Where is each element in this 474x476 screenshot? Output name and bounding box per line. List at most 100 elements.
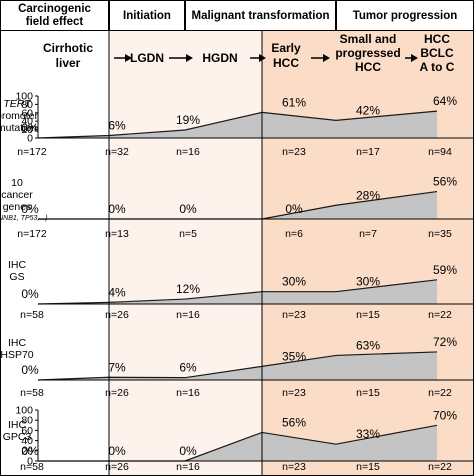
y-tick-label: 60	[21, 107, 33, 119]
y-tick-label: 80	[21, 415, 33, 427]
sample-size-label: n=58	[20, 309, 44, 321]
value-label: 12%	[176, 282, 200, 296]
sample-size-label: n=94	[428, 146, 452, 158]
y-tick-label: 0	[27, 133, 33, 145]
value-label: 59%	[433, 263, 457, 277]
y-tick-label: 20	[21, 445, 33, 457]
value-label: 70%	[433, 408, 457, 422]
sample-size-label: n=17	[356, 146, 380, 158]
value-label: 56%	[433, 175, 457, 189]
area-line	[37, 279, 438, 305]
y-tick-label: 100	[15, 405, 33, 417]
progression-background	[262, 0, 474, 476]
stage-box	[109, 0, 185, 31]
stage-label: Carcinogenic	[18, 3, 91, 15]
row-label: GPC3	[3, 431, 32, 443]
value-label: 0%	[21, 202, 39, 216]
sample-size-label: n=15	[356, 461, 380, 473]
step-arrow-head	[259, 54, 266, 62]
step-label: Early	[271, 41, 301, 55]
sample-size-label: n=35	[428, 228, 452, 240]
step-label: BCLC	[420, 46, 454, 60]
step-arrow-head	[411, 54, 418, 62]
value-label: 0%	[179, 444, 197, 458]
value-label: 0%	[285, 202, 303, 216]
row-sublabel: (CTNNB1, TP53,...)	[0, 215, 48, 222]
value-label: 0%	[108, 202, 126, 216]
stage-box	[0, 0, 109, 31]
row-label: GS	[9, 271, 24, 283]
value-label: 28%	[356, 188, 380, 202]
sample-size-label: n=23	[282, 309, 306, 321]
row-label: HSP70	[0, 349, 33, 361]
stage-label: Initiation	[123, 10, 171, 22]
value-label: 0%	[21, 287, 39, 301]
value-label: 30%	[356, 275, 380, 289]
row-label: IHC	[8, 337, 27, 349]
sample-size-label: n=15	[356, 387, 380, 399]
area-line	[37, 110, 438, 139]
sample-size-label: n=22	[428, 309, 452, 321]
value-label: 61%	[282, 95, 306, 109]
y-tick-label: 20	[21, 124, 33, 136]
step-label: HCC	[424, 32, 450, 46]
stage-box	[336, 0, 474, 31]
initiation-background	[109, 0, 262, 476]
row-label: 10	[11, 177, 23, 189]
stage-label: Malignant transformation	[191, 10, 329, 22]
step-label: HCC	[355, 60, 381, 74]
background-layer	[109, 0, 474, 476]
value-label: 33%	[356, 427, 380, 441]
value-label: 6%	[179, 361, 197, 375]
row-label: cancer	[1, 189, 33, 201]
stage-label: field effect	[26, 16, 84, 28]
y-tick-label: 40	[21, 116, 33, 128]
sample-size-label: n=32	[105, 146, 129, 158]
stage-label: Tumor progression	[353, 10, 458, 22]
sample-size-label: n=15	[356, 309, 380, 321]
value-label: 6%	[108, 118, 126, 132]
sample-size-label: n=172	[17, 228, 47, 240]
step-label: progressed	[335, 46, 400, 60]
y-tick-label: 60	[21, 425, 33, 437]
step-label: liver	[56, 56, 81, 70]
value-label: 0%	[21, 444, 39, 458]
sample-size-label: n=16	[176, 309, 200, 321]
step-label: A to C	[420, 60, 455, 74]
area-fill	[38, 111, 437, 138]
area-fill	[38, 351, 437, 380]
y-tick-label: 100	[15, 91, 33, 103]
sample-size-label: n=16	[176, 387, 200, 399]
row-label: IHC	[8, 419, 27, 431]
row-label: TERT	[3, 98, 32, 110]
value-label: 19%	[176, 113, 200, 127]
row-label: promoter	[0, 110, 39, 122]
y-tick-label: 80	[21, 99, 33, 111]
sample-size-label: n=26	[105, 387, 129, 399]
sample-size-label: n=23	[282, 146, 306, 158]
row-label: IHC	[8, 259, 27, 271]
sample-size-label: n=16	[176, 461, 200, 473]
value-label: 0%	[108, 444, 126, 458]
value-label: 4%	[108, 285, 126, 299]
step-arrow-head	[186, 54, 193, 62]
value-label: 64%	[433, 94, 457, 108]
y-tick-label: 0	[27, 456, 33, 468]
row-label: mutation	[0, 122, 37, 134]
step-label: HCC	[273, 56, 299, 70]
stage-box	[185, 0, 336, 31]
sample-size-label: n=26	[105, 309, 129, 321]
area-fill	[38, 279, 437, 304]
value-label: 7%	[108, 360, 126, 374]
sample-size-label: n=23	[282, 387, 306, 399]
sample-size-label: n=26	[105, 461, 129, 473]
value-label: 30%	[282, 275, 306, 289]
